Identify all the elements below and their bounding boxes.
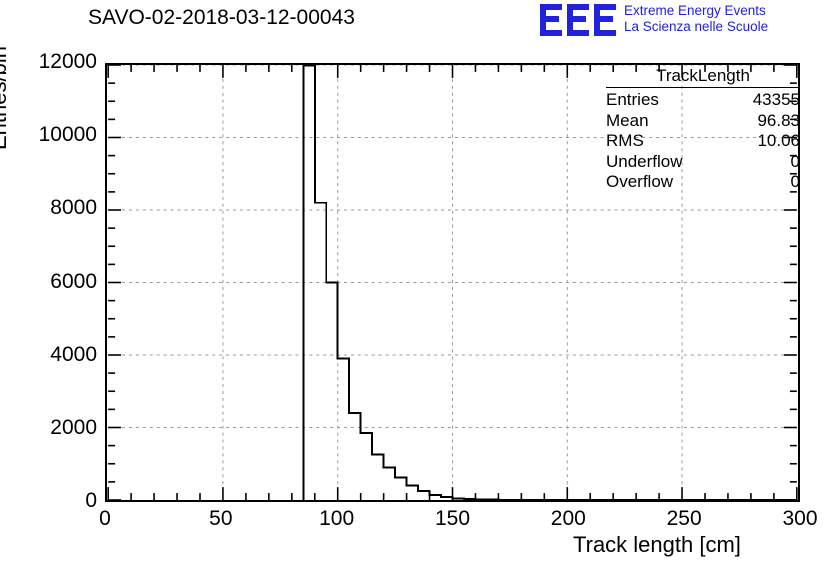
y-tick-label: 6000: [50, 269, 97, 293]
stats-row-value: 43355: [752, 90, 800, 109]
stats-row-key: Overflow: [606, 172, 674, 191]
x-tick-label: 200: [550, 507, 586, 530]
stats-divider: [606, 87, 800, 88]
y-tick-label: 12000: [38, 50, 97, 73]
x-tick-label: 100: [319, 507, 355, 530]
x-tick-label: 0: [99, 507, 111, 530]
stats-row: RMS 10.06: [606, 131, 800, 152]
plot-frame: [105, 63, 800, 502]
page-title: SAVO-02-2018-03-12-00043: [88, 6, 355, 29]
eee-logo-text: Extreme Energy Events La Scienza nelle S…: [624, 3, 768, 35]
stats-row: Mean 96.83: [606, 111, 800, 132]
eee-monogram-icon: [540, 4, 616, 36]
stats-box: TrackLength Entries 43355 Mean 96.83 RMS 10.0…: [606, 66, 800, 193]
stats-row-value: 96.83: [757, 110, 800, 130]
x-tick-label: 300: [782, 507, 818, 530]
y-tick-label: 0: [85, 489, 97, 512]
stats-title: TrackLength: [656, 66, 750, 85]
eee-logo-line1: Extreme Energy Events: [624, 3, 766, 18]
stats-row-value: 10.06: [757, 131, 800, 150]
y-tick-label: 10000: [38, 123, 97, 147]
x-tick-label: 250: [666, 507, 702, 530]
eee-logo-line2: La Scienza nelle Scuole: [624, 19, 769, 34]
y-tick-label: 8000: [50, 196, 97, 220]
x-tick-label: 50: [209, 507, 233, 530]
stats-row: Entries 43355: [606, 90, 800, 111]
histogram-trace: [302, 65, 797, 500]
x-axis-title: Track length [cm]: [573, 532, 741, 557]
stats-row-value: 0: [790, 172, 800, 191]
y-tick-label: 2000: [50, 415, 97, 439]
stats-row: Underflow 0: [606, 152, 800, 173]
stats-row-value: 0: [790, 151, 800, 171]
stats-row-key: Entries: [606, 90, 659, 109]
stats-row: Overflow 0: [606, 172, 800, 193]
stats-row-key: Underflow: [606, 151, 683, 171]
stats-row-key: RMS: [606, 131, 644, 150]
y-tick-label: 4000: [50, 342, 97, 366]
eee-logo: Extreme Energy Events La Scienza nelle S…: [540, 2, 836, 40]
stats-rows: Entries 43355 Mean 96.83 RMS 10.06 Underflow 0 O…: [606, 90, 800, 193]
stats-row-key: Mean: [606, 110, 649, 130]
x-tick-label: 150: [434, 507, 471, 530]
